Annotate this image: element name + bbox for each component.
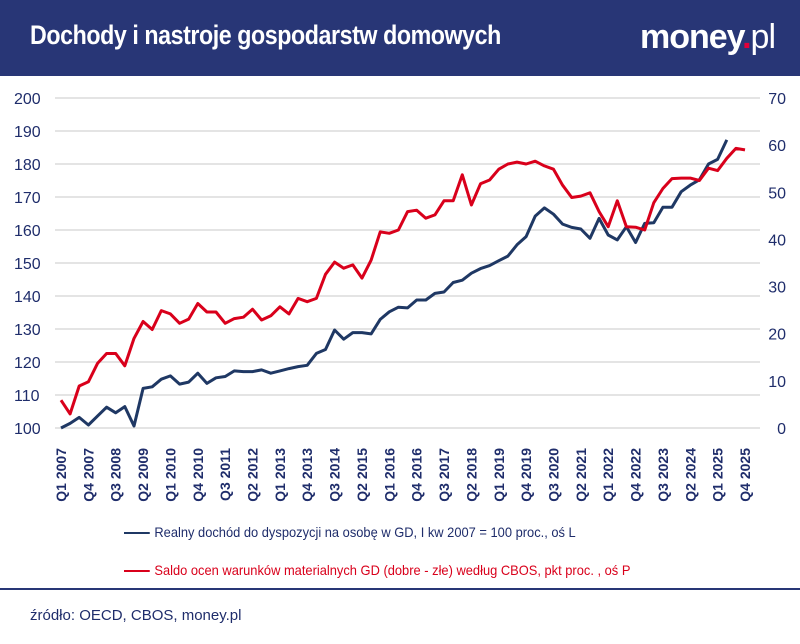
x-tick-label: Q4 2025: [737, 448, 753, 502]
x-tick-label: Q3 2017: [436, 448, 452, 502]
y-left-tick-label: 200: [14, 91, 41, 108]
footer-divider: [0, 588, 800, 590]
y-left-tick-label: 150: [14, 256, 41, 273]
x-tick-label: Q3 2011: [217, 448, 233, 501]
legend-label-sentiment: Saldo ocen warunków materialnych GD (dob…: [154, 562, 631, 578]
x-tick-label: Q3 2014: [327, 448, 343, 502]
y-right-tick-label: 60: [768, 138, 786, 155]
legend-item-income: Realny dochód do dyspozycji na osobę w G…: [124, 524, 576, 540]
x-tick-label: Q4 2016: [409, 448, 425, 502]
y-right-tick-label: 30: [768, 280, 786, 297]
x-tick-label: Q3 2023: [655, 448, 671, 502]
x-tick-label: Q4 2010: [190, 448, 206, 502]
x-tick-label: Q1 2016: [381, 448, 397, 502]
x-tick-label: Q1 2022: [600, 448, 616, 502]
y-left-tick-label: 180: [14, 157, 41, 174]
y-right-tick-label: 70: [768, 91, 786, 108]
y-right-tick-label: 50: [768, 185, 786, 202]
y-left-tick-label: 110: [14, 388, 40, 405]
y-left-tick-label: 120: [14, 355, 41, 372]
x-tick-label: Q2 2021: [573, 448, 589, 502]
x-tick-label: Q1 2010: [162, 448, 178, 502]
y-left-tick-label: 100: [14, 421, 41, 438]
x-tick-label: Q2 2012: [245, 448, 261, 502]
source-note: źródło: OECD, CBOS, money.pl: [30, 607, 242, 624]
x-tick-label: Q4 2013: [299, 448, 315, 502]
x-tick-label: Q1 2025: [710, 448, 726, 502]
x-tick-label: Q1 2019: [491, 448, 507, 502]
legend-swatch-sentiment: [124, 570, 150, 573]
x-tick-label: Q4 2022: [628, 448, 644, 502]
x-tick-label: Q3 2020: [545, 448, 561, 502]
y-left-tick-label: 190: [14, 124, 41, 141]
money-pl-logo: money.pl: [640, 18, 776, 56]
y-left-tick-label: 130: [14, 322, 41, 339]
income-series-line: [60, 139, 729, 430]
y-right-tick-label: 40: [768, 232, 786, 249]
x-tick-label: Q1 2013: [272, 448, 288, 502]
legend-label-income: Realny dochód do dyspozycji na osobę w G…: [154, 524, 576, 540]
sentiment-series-line: [59, 146, 746, 416]
x-tick-label: Q2 2009: [135, 448, 151, 502]
legend-item-sentiment: Saldo ocen warunków materialnych GD (dob…: [124, 562, 630, 578]
line-chart: 100 110 120 130 140 150 160 170 180 190 200 0 10 20 30…: [14, 91, 786, 502]
header-banner: Dochody i nastroje gospodarstw domowych …: [0, 0, 800, 76]
y-left-tick-label: 160: [14, 223, 41, 240]
x-tick-label: Q4 2007: [80, 448, 96, 502]
x-tick-label: Q2 2018: [463, 448, 479, 502]
y-right-tick-label: 10: [768, 374, 786, 391]
x-tick-label: Q2 2015: [354, 448, 370, 502]
x-tick-label: Q2 2024: [682, 448, 698, 502]
y-right-tick-label: 0: [777, 421, 786, 438]
chart-title: Dochody i nastroje gospodarstw domowych: [30, 20, 501, 50]
x-tick-label: Q1 2007: [53, 448, 69, 502]
y-right-tick-label: 20: [768, 327, 786, 344]
x-tick-label: Q4 2019: [518, 448, 534, 502]
x-tick-label: Q3 2008: [108, 448, 124, 502]
legend-swatch-income: [124, 532, 150, 535]
y-left-tick-label: 170: [14, 190, 41, 207]
y-left-tick-label: 140: [14, 289, 41, 306]
